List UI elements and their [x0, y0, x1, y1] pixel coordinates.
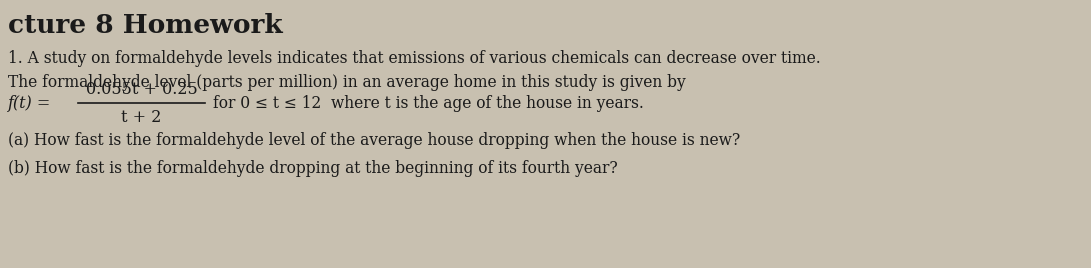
Text: for 0 ≤ t ≤ 12  where t is the age of the house in years.: for 0 ≤ t ≤ 12 where t is the age of the… — [213, 95, 644, 111]
Text: cture 8 Homework: cture 8 Homework — [8, 13, 283, 38]
Text: (b) How fast is the formaldehyde dropping at the beginning of its fourth year?: (b) How fast is the formaldehyde droppin… — [8, 160, 618, 177]
Text: (a) How fast is the formaldehyde level of the average house dropping when the ho: (a) How fast is the formaldehyde level o… — [8, 132, 741, 149]
Text: t + 2: t + 2 — [121, 109, 161, 125]
Text: f(t) =: f(t) = — [8, 95, 51, 111]
Text: The formaldehyde level (parts per million) in an average home in this study is g: The formaldehyde level (parts per millio… — [8, 74, 686, 91]
Text: 0.055t + 0.25: 0.055t + 0.25 — [85, 80, 197, 98]
Text: 1. A study on formaldehyde levels indicates that emissions of various chemicals : 1. A study on formaldehyde levels indica… — [8, 50, 820, 67]
